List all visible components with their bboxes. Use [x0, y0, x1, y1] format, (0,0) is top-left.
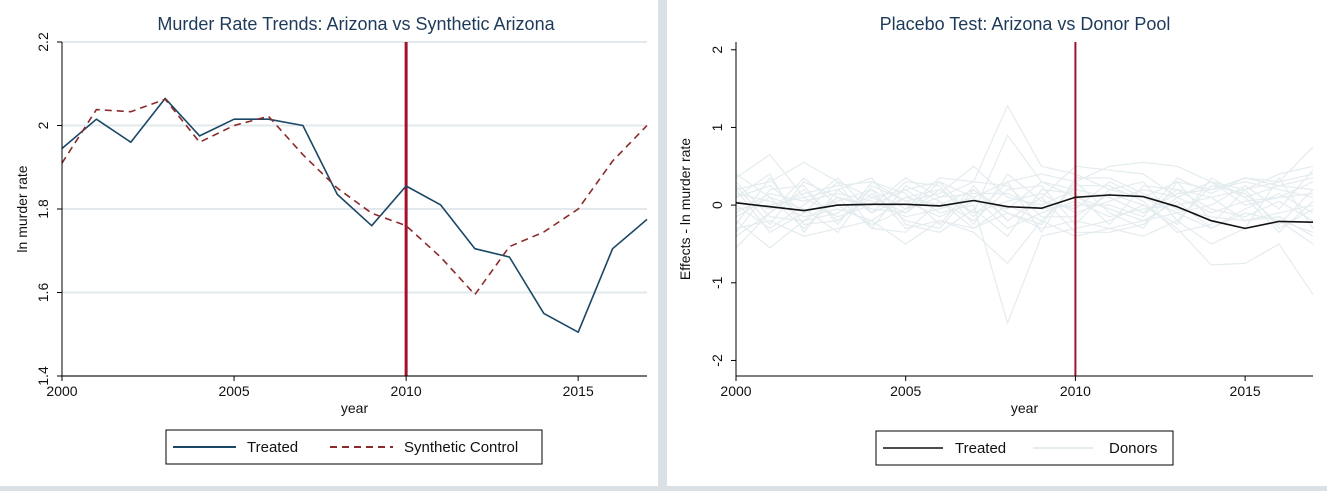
right-chart: Placebo Test: Arizona vs Donor Pool -2 -1 0… [677, 14, 1314, 466]
y-tick-label-0: 1.4 [35, 366, 51, 386]
y-tick-label-4: 2 [709, 46, 725, 54]
y-tick-label-2: 0 [709, 201, 725, 209]
left-chart-panel: Murder Rate Trends: Arizona vs Synthetic… [0, 0, 658, 486]
donor-line-2 [735, 134, 1314, 249]
legend-label-1: Synthetic Control [404, 439, 518, 456]
y-tick-label-2: 1.8 [35, 199, 51, 219]
legend-label-0: Treated [247, 439, 298, 456]
series-line-synthetic-control [61, 98, 648, 296]
x-tick-label-3: 2015 [563, 383, 594, 399]
left-chart: Murder Rate Trends: Arizona vs Synthetic… [14, 14, 648, 465]
donor-line-18 [735, 181, 1314, 233]
y-tick-label-4: 2.2 [35, 32, 51, 52]
y-axis-label: ln murder rate [14, 165, 30, 252]
chart-title: Placebo Test: Arizona vs Donor Pool [880, 14, 1171, 34]
donor-line-16 [735, 177, 1314, 218]
x-axis-label: year [341, 400, 369, 416]
x-tick-label-1: 2005 [890, 383, 921, 399]
x-tick-label-2: 2010 [391, 383, 422, 399]
chart-title: Murder Rate Trends: Arizona vs Synthetic… [157, 14, 555, 34]
donor-line-1 [735, 188, 1314, 326]
x-tick-label-2: 2010 [1060, 383, 1091, 399]
y-tick-label-1: 1.6 [35, 283, 51, 303]
right-chart-panel: Placebo Test: Arizona vs Donor Pool -2 -1 0… [667, 0, 1327, 486]
legend-label-1: Donors [1109, 440, 1157, 457]
x-tick-label-1: 2005 [218, 383, 249, 399]
y-tick-label-1: -1 [709, 276, 725, 289]
y-tick-label-3: 2 [35, 121, 51, 129]
y-tick-label-3: 1 [709, 123, 725, 131]
donor-line-5 [735, 161, 1314, 198]
donor-line-19 [735, 180, 1314, 234]
legend-label-0: Treated [955, 440, 1006, 457]
y-axis-label: Effects - ln murder rate [677, 138, 693, 280]
x-tick-label-0: 2000 [46, 383, 77, 399]
x-tick-label-3: 2015 [1230, 383, 1261, 399]
y-tick-label-0: -2 [709, 354, 725, 367]
donor-line-8 [735, 181, 1314, 222]
x-tick-label-0: 2000 [720, 383, 751, 399]
panel-separator [658, 0, 667, 486]
series-line-treated [735, 194, 1314, 230]
donor-line-12 [735, 169, 1314, 230]
donor-line-13 [735, 173, 1314, 234]
x-axis-label: year [1011, 400, 1039, 416]
series-line-treated [61, 97, 648, 334]
